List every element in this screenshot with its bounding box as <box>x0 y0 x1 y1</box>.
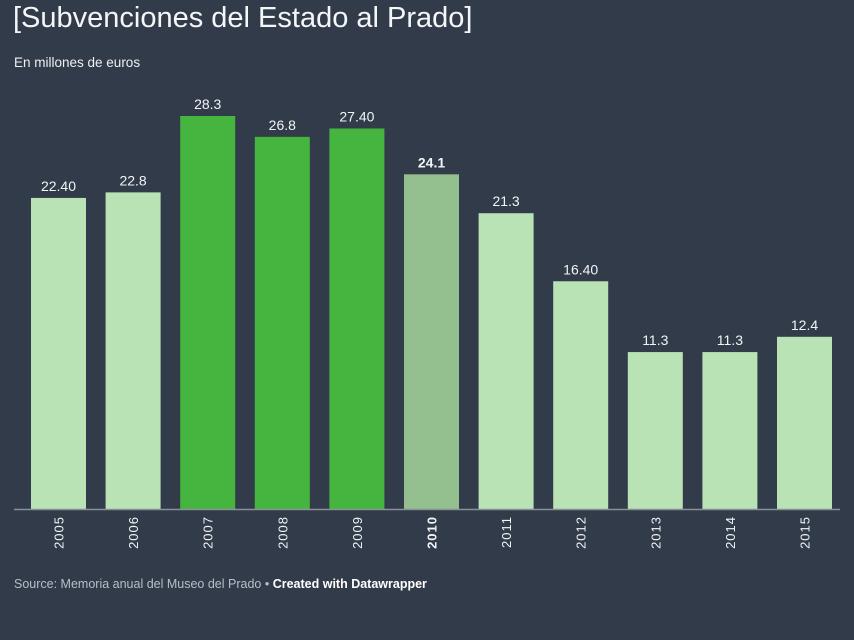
x-tick-label: 2010 <box>425 516 440 549</box>
data-label: 12.4 <box>791 317 818 333</box>
x-tick-label: 2012 <box>574 516 589 549</box>
x-tick-label: 2014 <box>723 516 738 549</box>
data-label: 22.40 <box>41 178 76 194</box>
data-label: 26.8 <box>269 117 296 133</box>
separator: • <box>264 577 270 591</box>
data-label: 21.3 <box>492 193 519 209</box>
credit-link[interactable]: Created with Datawrapper <box>272 577 427 591</box>
bar-2006 <box>105 192 161 509</box>
bar-2015 <box>777 336 832 509</box>
x-tick-label: 2008 <box>275 516 290 549</box>
bar-2009 <box>329 128 385 509</box>
data-label: 22.8 <box>119 172 146 188</box>
footer: Source: Memoria anual del Museo del Prad… <box>14 577 427 591</box>
chart-title: [Subvenciones del Estado al Prado] <box>13 2 473 34</box>
bar-2014 <box>702 352 758 509</box>
chart-subtitle: En millones de euros <box>14 55 141 70</box>
data-label: 28.3 <box>194 96 221 112</box>
bar-2010 <box>404 174 459 510</box>
x-tick-label: 2011 <box>499 516 514 548</box>
data-label: 27.40 <box>339 108 374 124</box>
bar-2008 <box>254 136 310 509</box>
x-tick-label: 2006 <box>126 516 141 549</box>
bar-2005 <box>31 197 86 509</box>
bar-2011 <box>478 213 534 509</box>
data-label: 11.3 <box>717 332 743 348</box>
bar-2012 <box>553 281 609 509</box>
source-text: Source: Memoria anual del Museo del Prad… <box>14 577 262 591</box>
x-tick-label: 2015 <box>798 516 813 549</box>
bar-2013 <box>627 352 683 509</box>
bar-2007 <box>180 116 236 509</box>
x-tick-label: 2007 <box>201 516 216 549</box>
x-tick-label: 2005 <box>52 516 67 549</box>
data-label: 24.1 <box>418 154 445 170</box>
data-label: 16.40 <box>563 261 598 277</box>
bar-chart: 22.40 2005 22.8 2006 28.3 2007 26.8 2008 27.40 20… <box>14 96 840 549</box>
data-label: 11.3 <box>642 332 668 348</box>
x-tick-label: 2009 <box>350 516 365 549</box>
x-tick-label: 2013 <box>648 516 663 549</box>
